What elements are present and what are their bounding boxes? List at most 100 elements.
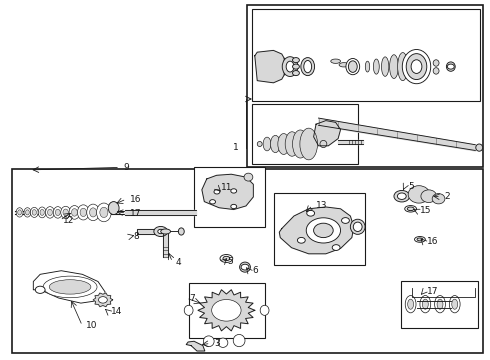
Text: 17: 17 xyxy=(130,209,141,217)
Circle shape xyxy=(447,64,454,69)
Polygon shape xyxy=(202,174,253,210)
Polygon shape xyxy=(137,229,161,234)
Ellipse shape xyxy=(373,59,379,74)
Ellipse shape xyxy=(420,296,431,313)
Ellipse shape xyxy=(48,209,52,216)
Ellipse shape xyxy=(331,59,341,63)
Ellipse shape xyxy=(421,190,437,203)
Ellipse shape xyxy=(43,276,97,298)
Ellipse shape xyxy=(270,135,280,153)
Circle shape xyxy=(314,223,333,238)
Ellipse shape xyxy=(90,208,97,217)
Ellipse shape xyxy=(87,204,99,221)
Bar xyxy=(12,169,483,353)
Text: 6: 6 xyxy=(252,266,258,275)
Ellipse shape xyxy=(223,256,230,261)
Polygon shape xyxy=(198,290,255,331)
Ellipse shape xyxy=(25,210,29,215)
Ellipse shape xyxy=(285,132,299,156)
Ellipse shape xyxy=(18,210,22,215)
Ellipse shape xyxy=(449,296,460,313)
Ellipse shape xyxy=(97,203,111,222)
Ellipse shape xyxy=(452,299,458,309)
Circle shape xyxy=(241,264,249,270)
Ellipse shape xyxy=(55,209,60,216)
Circle shape xyxy=(231,189,237,193)
Text: 9: 9 xyxy=(123,163,129,172)
Ellipse shape xyxy=(38,207,46,218)
Text: 14: 14 xyxy=(111,307,122,316)
Text: 16: 16 xyxy=(130,194,141,204)
Ellipse shape xyxy=(415,237,425,242)
Ellipse shape xyxy=(108,202,119,215)
Ellipse shape xyxy=(348,61,357,72)
Text: 8: 8 xyxy=(133,232,139,241)
Ellipse shape xyxy=(446,62,455,71)
Ellipse shape xyxy=(304,60,312,73)
Ellipse shape xyxy=(381,57,389,76)
Ellipse shape xyxy=(184,305,193,315)
Circle shape xyxy=(214,190,220,194)
Ellipse shape xyxy=(98,297,107,303)
Bar xyxy=(274,193,365,265)
Polygon shape xyxy=(93,293,113,307)
Ellipse shape xyxy=(411,60,422,73)
Ellipse shape xyxy=(394,190,410,202)
Ellipse shape xyxy=(408,299,414,309)
Circle shape xyxy=(293,64,299,69)
Ellipse shape xyxy=(46,207,54,218)
Text: 12: 12 xyxy=(63,216,74,225)
Ellipse shape xyxy=(402,50,431,84)
Ellipse shape xyxy=(405,296,416,313)
Bar xyxy=(252,104,358,164)
Ellipse shape xyxy=(350,219,365,234)
Ellipse shape xyxy=(77,205,89,220)
Ellipse shape xyxy=(278,134,290,154)
Bar xyxy=(189,283,265,338)
Ellipse shape xyxy=(49,280,91,294)
Ellipse shape xyxy=(16,208,23,217)
Text: 17: 17 xyxy=(427,287,439,296)
Ellipse shape xyxy=(293,130,308,158)
Text: 1: 1 xyxy=(233,143,239,152)
Ellipse shape xyxy=(408,186,430,203)
Circle shape xyxy=(231,204,237,209)
Ellipse shape xyxy=(353,222,362,231)
Ellipse shape xyxy=(214,301,239,320)
Ellipse shape xyxy=(72,209,77,216)
Ellipse shape xyxy=(398,53,408,81)
Ellipse shape xyxy=(257,141,262,147)
Ellipse shape xyxy=(405,206,416,212)
Circle shape xyxy=(332,245,340,251)
Ellipse shape xyxy=(422,299,428,309)
Ellipse shape xyxy=(433,60,439,66)
Ellipse shape xyxy=(339,63,349,67)
Ellipse shape xyxy=(32,210,36,215)
Ellipse shape xyxy=(476,144,483,151)
Ellipse shape xyxy=(437,299,443,309)
Circle shape xyxy=(154,226,168,237)
Ellipse shape xyxy=(263,137,271,151)
Ellipse shape xyxy=(233,334,245,347)
Bar xyxy=(252,9,480,101)
Circle shape xyxy=(293,71,299,76)
Ellipse shape xyxy=(286,61,294,72)
Bar xyxy=(194,167,265,227)
Bar xyxy=(401,281,478,328)
Circle shape xyxy=(342,217,349,223)
Ellipse shape xyxy=(80,208,87,217)
Circle shape xyxy=(293,58,299,63)
Polygon shape xyxy=(279,207,354,254)
Ellipse shape xyxy=(63,209,69,216)
Text: 4: 4 xyxy=(176,258,181,266)
Ellipse shape xyxy=(100,207,108,217)
Ellipse shape xyxy=(432,194,445,204)
Ellipse shape xyxy=(53,207,62,218)
Ellipse shape xyxy=(300,128,318,160)
Text: 10: 10 xyxy=(86,321,97,330)
Polygon shape xyxy=(314,121,341,146)
Ellipse shape xyxy=(220,255,233,262)
Ellipse shape xyxy=(433,68,439,74)
Ellipse shape xyxy=(366,61,369,72)
Text: 7: 7 xyxy=(190,294,196,302)
